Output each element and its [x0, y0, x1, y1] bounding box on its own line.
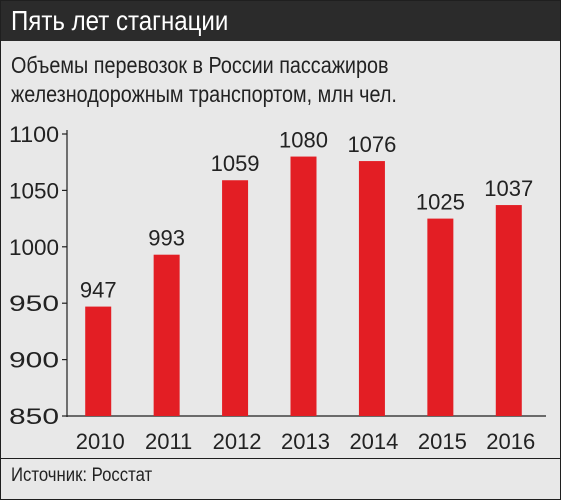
bar-2015	[427, 218, 454, 416]
bar-2012	[222, 180, 249, 416]
source-note: Источник: Росстат	[11, 465, 153, 486]
x-tick-label: 2014	[349, 429, 398, 454]
chart-subtitle: Объемы перевозок в России пассажиров жел…	[11, 51, 475, 109]
data-label: 1059	[211, 151, 260, 176]
chart-title: Пять лет стагнации	[11, 5, 229, 36]
y-tick-label: 1100	[9, 122, 59, 147]
header-bar: Пять лет стагнации	[1, 1, 560, 41]
subtitle-line-1: Объемы перевозок в России пассажиров	[11, 52, 389, 78]
bar-2013	[290, 156, 317, 416]
y-tick-label: 950	[9, 291, 59, 316]
data-label: 993	[148, 226, 185, 251]
data-label: 1025	[416, 190, 465, 215]
x-tick-label: 2016	[486, 429, 535, 454]
subtitle-line-2: железнодорожным транспортом, млн чел.	[11, 81, 397, 107]
footer-divider	[1, 458, 560, 459]
bar-2010	[85, 306, 112, 416]
x-tick-label: 2010	[76, 429, 125, 454]
bar-2016	[495, 205, 522, 416]
bar-chart: 850 900 950 1000 1050 1100 947 2010 993 2011 1059 2…	[9, 122, 546, 454]
data-label: 1076	[347, 132, 396, 157]
y-tick-label: 850	[9, 404, 59, 429]
bar-2014	[358, 161, 385, 416]
data-label: 1037	[484, 176, 533, 201]
data-label: 947	[80, 278, 117, 303]
x-tick-label: 2015	[418, 429, 467, 454]
y-tick-label: 1000	[9, 235, 59, 260]
x-tick-label: 2013	[281, 429, 330, 454]
x-tick-label: 2011	[145, 429, 192, 454]
y-tick-label: 1050	[9, 178, 59, 203]
y-tick-label: 900	[9, 348, 59, 373]
x-tick-label: 2012	[213, 429, 262, 454]
bar-2011	[153, 254, 180, 416]
data-label: 1080	[279, 128, 328, 153]
